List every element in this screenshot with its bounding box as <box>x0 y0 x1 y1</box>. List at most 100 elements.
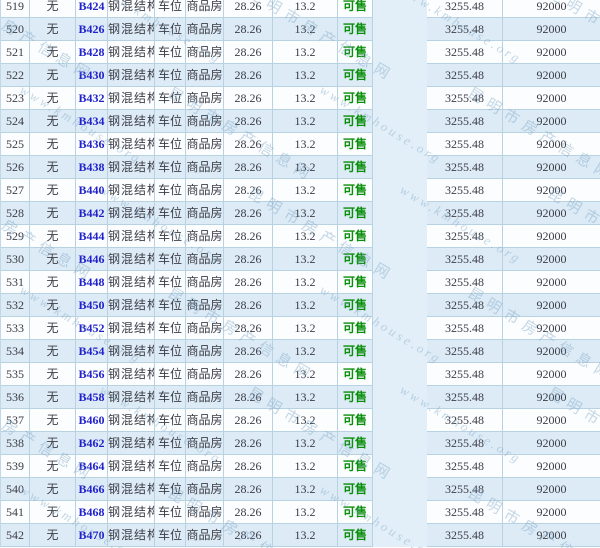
status-available-label: 可售 <box>342 275 367 289</box>
unit-link[interactable]: B432 <box>78 91 105 105</box>
cell-structure: 钢混结构 <box>108 363 155 386</box>
unit-link[interactable]: B470 <box>78 528 105 542</box>
table-row: 538 无 B462 钢混结构 车位 商品房 28.26 13.2 可售 3255.48 92000 <box>0 432 600 455</box>
cell-index: 527 <box>0 179 30 202</box>
cell-inner-area: 13.2 <box>273 501 338 524</box>
cell-usage: 车位 <box>155 110 186 133</box>
cell-area: 28.26 <box>224 248 273 271</box>
unit-link[interactable]: B446 <box>78 252 105 266</box>
cell-area: 28.26 <box>224 0 273 18</box>
unit-link[interactable]: B438 <box>78 160 105 174</box>
unit-link[interactable]: B448 <box>78 275 105 289</box>
unit-link[interactable]: B436 <box>78 137 105 151</box>
cell-unit: B430 <box>76 64 108 87</box>
unit-link[interactable]: B454 <box>78 344 105 358</box>
table-row: 520 无 B426 钢混结构 车位 商品房 28.26 13.2 可售 3255.48 92000 <box>0 18 600 41</box>
cell-property-type: 商品房 <box>186 87 224 110</box>
cell-usage: 车位 <box>155 478 186 501</box>
cell-inner-area: 13.2 <box>273 202 338 225</box>
status-available-label: 可售 <box>342 252 367 266</box>
cell-price: 3255.48 <box>427 202 503 225</box>
unit-link[interactable]: B452 <box>78 321 105 335</box>
cell-unit: B454 <box>76 340 108 363</box>
unit-link[interactable]: B442 <box>78 206 105 220</box>
unit-link[interactable]: B456 <box>78 367 105 381</box>
table-row: 534 无 B454 钢混结构 车位 商品房 28.26 13.2 可售 3255.48 92000 <box>0 340 600 363</box>
cell-area: 28.26 <box>224 41 273 64</box>
cell-inner-area: 13.2 <box>273 133 338 156</box>
cell-price: 3255.48 <box>427 501 503 524</box>
cell-total: 92000 <box>503 64 600 87</box>
cell-spacer <box>373 294 427 317</box>
cell-structure: 钢混结构 <box>108 501 155 524</box>
cell-property-type: 商品房 <box>186 156 224 179</box>
cell-inner-area: 13.2 <box>273 0 338 18</box>
unit-link[interactable]: B460 <box>78 413 105 427</box>
status-available-label: 可售 <box>342 344 367 358</box>
unit-link[interactable]: B426 <box>78 22 105 36</box>
cell-index: 540 <box>0 478 30 501</box>
cell-area: 28.26 <box>224 179 273 202</box>
table-row: 521 无 B428 钢混结构 车位 商品房 28.26 13.2 可售 3255.48 92000 <box>0 41 600 64</box>
cell-usage: 车位 <box>155 179 186 202</box>
cell-structure: 钢混结构 <box>108 64 155 87</box>
cell-unit: B426 <box>76 18 108 41</box>
cell-total: 92000 <box>503 432 600 455</box>
cell-unit: B450 <box>76 294 108 317</box>
cell-floor: 无 <box>30 225 76 248</box>
cell-structure: 钢混结构 <box>108 179 155 202</box>
cell-spacer <box>373 225 427 248</box>
status-available-label: 可售 <box>342 160 367 174</box>
cell-area: 28.26 <box>224 501 273 524</box>
unit-link[interactable]: B468 <box>78 505 105 519</box>
cell-inner-area: 13.2 <box>273 455 338 478</box>
unit-link[interactable]: B440 <box>78 183 105 197</box>
table-row: 536 无 B458 钢混结构 车位 商品房 28.26 13.2 可售 3255.48 92000 <box>0 386 600 409</box>
cell-inner-area: 13.2 <box>273 271 338 294</box>
status-available-label: 可售 <box>342 183 367 197</box>
cell-index: 526 <box>0 156 30 179</box>
cell-status: 可售 <box>338 386 373 409</box>
cell-inner-area: 13.2 <box>273 87 338 110</box>
cell-unit: B458 <box>76 386 108 409</box>
cell-price: 3255.48 <box>427 133 503 156</box>
unit-link[interactable]: B450 <box>78 298 105 312</box>
cell-floor: 无 <box>30 110 76 133</box>
unit-link[interactable]: B444 <box>78 229 105 243</box>
cell-usage: 车位 <box>155 0 186 18</box>
status-available-label: 可售 <box>342 45 367 59</box>
cell-unit: B468 <box>76 501 108 524</box>
cell-usage: 车位 <box>155 524 186 547</box>
unit-link[interactable]: B464 <box>78 459 105 473</box>
status-available-label: 可售 <box>342 413 367 427</box>
unit-link[interactable]: B424 <box>78 0 105 13</box>
unit-link[interactable]: B428 <box>78 45 105 59</box>
unit-link[interactable]: B466 <box>78 482 105 496</box>
cell-price: 3255.48 <box>427 41 503 64</box>
status-available-label: 可售 <box>342 367 367 381</box>
cell-property-type: 商品房 <box>186 64 224 87</box>
cell-index: 530 <box>0 248 30 271</box>
cell-property-type: 商品房 <box>186 409 224 432</box>
cell-index: 532 <box>0 294 30 317</box>
status-available-label: 可售 <box>342 206 367 220</box>
cell-structure: 钢混结构 <box>108 0 155 18</box>
cell-area: 28.26 <box>224 432 273 455</box>
unit-link[interactable]: B458 <box>78 390 105 404</box>
cell-spacer <box>373 133 427 156</box>
cell-floor: 无 <box>30 202 76 225</box>
cell-property-type: 商品房 <box>186 432 224 455</box>
unit-link[interactable]: B462 <box>78 436 105 450</box>
cell-floor: 无 <box>30 501 76 524</box>
unit-link[interactable]: B434 <box>78 114 105 128</box>
cell-area: 28.26 <box>224 64 273 87</box>
cell-total: 92000 <box>503 41 600 64</box>
cell-usage: 车位 <box>155 133 186 156</box>
cell-status: 可售 <box>338 363 373 386</box>
cell-structure: 钢混结构 <box>108 524 155 547</box>
unit-link[interactable]: B430 <box>78 68 105 82</box>
cell-unit: B432 <box>76 87 108 110</box>
cell-index: 521 <box>0 41 30 64</box>
cell-usage: 车位 <box>155 455 186 478</box>
cell-area: 28.26 <box>224 202 273 225</box>
